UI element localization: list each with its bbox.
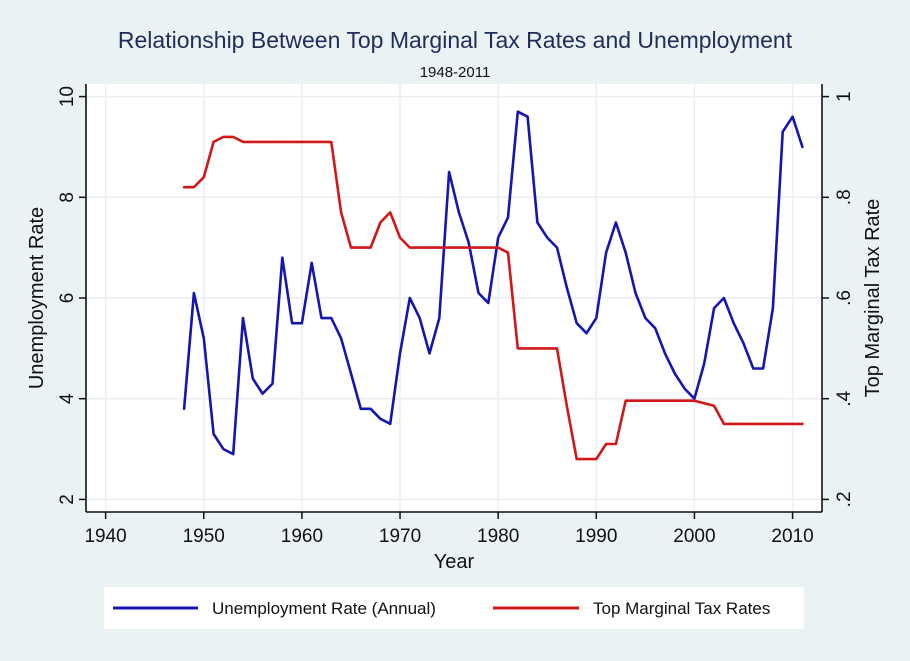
chart-subtitle: 1948-2011 [420,64,491,81]
y2-axis-label: Top Marginal Tax Rate [862,199,884,398]
x-tick-label: 1950 [183,526,225,547]
y-tick-label: 6 [57,293,78,304]
x-tick-label: 1990 [575,526,617,547]
x-axis-label: Year [434,551,475,573]
x-tick-label: 2010 [771,526,813,547]
y2-ticks: .2 .4 .6 .8 1 [822,91,855,507]
legend-label-tax-rate: Top Marginal Tax Rates [593,599,770,618]
y-tick-label: 2 [57,494,78,505]
x-ticks: 1940 1950 1960 1970 1980 1990 2000 2010 [84,512,814,547]
series-layer [182,110,804,461]
x-tick-label: 1980 [477,526,519,547]
x-tick-label: 1960 [281,526,323,547]
y2-tick-label: .8 [834,189,855,205]
x-tick-label: 1940 [84,526,126,547]
legend-box [104,587,804,629]
y2-tick-label: .2 [834,491,855,507]
y-gridlines [86,95,822,501]
y-tick-label: 8 [57,192,78,203]
y-ticks: 2 4 6 8 10 [57,86,86,505]
x-tick-label: 2000 [673,526,715,547]
y2-tick-label: .6 [834,290,855,306]
unemployment-rate-line [182,110,804,456]
y-axis-label: Unemployment Rate [26,207,48,389]
y-tick-label: 4 [57,393,78,404]
tax-rate-line [182,135,804,461]
y2-tick-label: 1 [834,91,855,102]
chart-title: Relationship Between Top Marginal Tax Ra… [118,27,793,53]
legend-label-unemployment: Unemployment Rate (Annual) [212,599,436,618]
y2-tick-label: .4 [834,390,855,406]
legend: Unemployment Rate (Annual) Top Marginal … [104,587,804,629]
x-tick-label: 1970 [379,526,421,547]
y-tick-label: 10 [57,86,78,107]
